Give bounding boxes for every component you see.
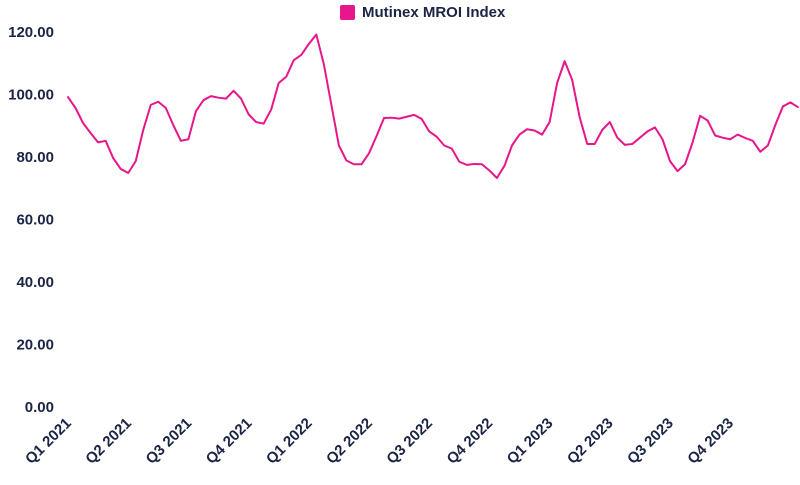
y-tick-label: 0.00 [25,399,54,416]
x-tick-label: Q2 2022 [323,415,376,468]
x-tick-label: Q4 2021 [203,415,256,468]
x-tick-label: Q4 2022 [444,415,497,468]
y-tick-label: 120.00 [8,24,54,41]
x-tick-label: Q3 2022 [383,415,436,468]
x-tick-label: Q3 2021 [143,415,196,468]
x-tick-label: Q2 2021 [82,415,135,468]
x-tick-label: Q1 2023 [504,415,557,468]
y-tick-label: 100.00 [8,86,54,103]
y-tick-label: 20.00 [16,336,54,353]
series-line [67,33,799,179]
x-tick-label: Q3 2023 [624,415,677,468]
legend-label: Mutinex MROI Index [362,4,506,21]
x-tick-label: Q1 2022 [263,415,316,468]
legend-swatch [340,5,355,20]
y-tick-label: 60.00 [16,211,54,228]
x-tick-label: Q4 2023 [684,415,737,468]
x-tick-label: Q1 2021 [22,415,75,468]
x-tick-label: Q2 2023 [564,415,617,468]
y-tick-label: 80.00 [16,149,54,166]
y-tick-label: 40.00 [16,274,54,291]
